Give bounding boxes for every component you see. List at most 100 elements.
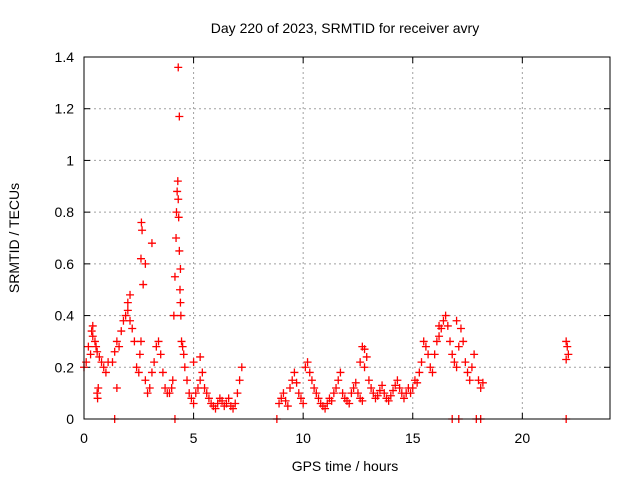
data-point — [198, 368, 207, 377]
data-point — [126, 316, 135, 325]
data-point — [461, 358, 470, 367]
data-point — [90, 337, 99, 346]
data-point — [351, 378, 360, 387]
plot-frame — [83, 56, 611, 420]
data-point — [426, 363, 435, 372]
data-point — [413, 378, 422, 387]
data-point — [459, 337, 468, 346]
data-point — [417, 358, 426, 367]
data-point — [126, 290, 135, 299]
data-point — [389, 386, 398, 395]
data-point — [296, 394, 305, 403]
data-point — [88, 332, 97, 341]
data-point — [110, 347, 119, 356]
data-point — [237, 363, 246, 372]
axis-ticks — [83, 56, 610, 420]
data-point — [180, 363, 189, 372]
data-point — [415, 368, 424, 377]
data-point — [136, 337, 145, 346]
data-point — [369, 389, 378, 398]
data-point — [170, 272, 179, 281]
data-point — [349, 383, 358, 392]
data-point — [338, 389, 347, 398]
data-point — [432, 337, 441, 346]
data-point — [367, 383, 376, 392]
data-point — [375, 386, 384, 395]
data-point — [132, 363, 141, 372]
data-point — [211, 404, 220, 413]
x-axis-label: GPS time / hours — [292, 458, 399, 474]
data-point — [92, 342, 101, 351]
data-point — [147, 239, 156, 248]
data-point — [562, 337, 571, 346]
data-point — [173, 177, 182, 186]
data-point — [312, 389, 321, 398]
data-point — [439, 316, 448, 325]
data-point — [169, 311, 178, 320]
data-point — [305, 368, 314, 377]
data-point — [121, 311, 130, 320]
data-point — [443, 321, 452, 330]
data-point — [283, 402, 292, 411]
data-point — [430, 350, 439, 359]
data-point — [189, 358, 198, 367]
data-point — [231, 399, 240, 408]
y-tick-label: 0.4 — [55, 308, 75, 324]
y-tick-label: 0 — [66, 411, 74, 427]
data-point — [393, 376, 402, 385]
data-point — [147, 368, 156, 377]
data-point — [329, 389, 338, 398]
data-point — [275, 399, 284, 408]
data-point — [294, 389, 303, 398]
data-point — [123, 298, 132, 307]
data-point — [150, 358, 159, 367]
data-point — [421, 342, 430, 351]
data-point — [386, 391, 395, 400]
data-point — [178, 342, 187, 351]
data-point — [224, 394, 233, 403]
data-point — [441, 311, 450, 320]
data-point — [362, 352, 371, 361]
data-point — [200, 383, 209, 392]
data-point — [334, 376, 343, 385]
data-point — [235, 376, 244, 385]
data-point — [435, 332, 444, 341]
data-point — [391, 381, 400, 390]
data-point — [476, 383, 485, 392]
data-point — [564, 350, 573, 359]
data-point — [176, 298, 185, 307]
data-point — [467, 363, 476, 372]
data-point — [452, 363, 461, 372]
data-point — [115, 342, 124, 351]
data-point — [281, 396, 290, 405]
data-point — [117, 327, 126, 336]
data-point — [218, 396, 227, 405]
data-point — [99, 363, 108, 372]
data-point — [463, 368, 472, 377]
data-point — [373, 391, 382, 400]
data-point — [360, 363, 369, 372]
data-point — [172, 208, 181, 217]
data-point — [141, 376, 150, 385]
data-point — [408, 383, 417, 392]
data-point — [448, 350, 457, 359]
data-point — [175, 112, 184, 121]
data-point — [478, 378, 487, 387]
data-point — [168, 376, 177, 385]
y-tick-label: 1 — [66, 152, 74, 168]
data-point — [286, 383, 295, 392]
data-point — [336, 368, 345, 377]
data-point — [86, 350, 95, 359]
data-point — [112, 337, 121, 346]
y-tick-label: 0.6 — [55, 256, 75, 272]
data-point — [456, 324, 465, 333]
data-point — [345, 399, 354, 408]
data-point — [314, 394, 323, 403]
data-point — [88, 321, 97, 330]
data-point — [378, 381, 387, 390]
data-point — [292, 378, 301, 387]
y-tick-label: 0.2 — [55, 359, 75, 375]
data-point — [450, 358, 459, 367]
x-tick-label: 5 — [190, 430, 198, 446]
data-point — [399, 394, 408, 403]
